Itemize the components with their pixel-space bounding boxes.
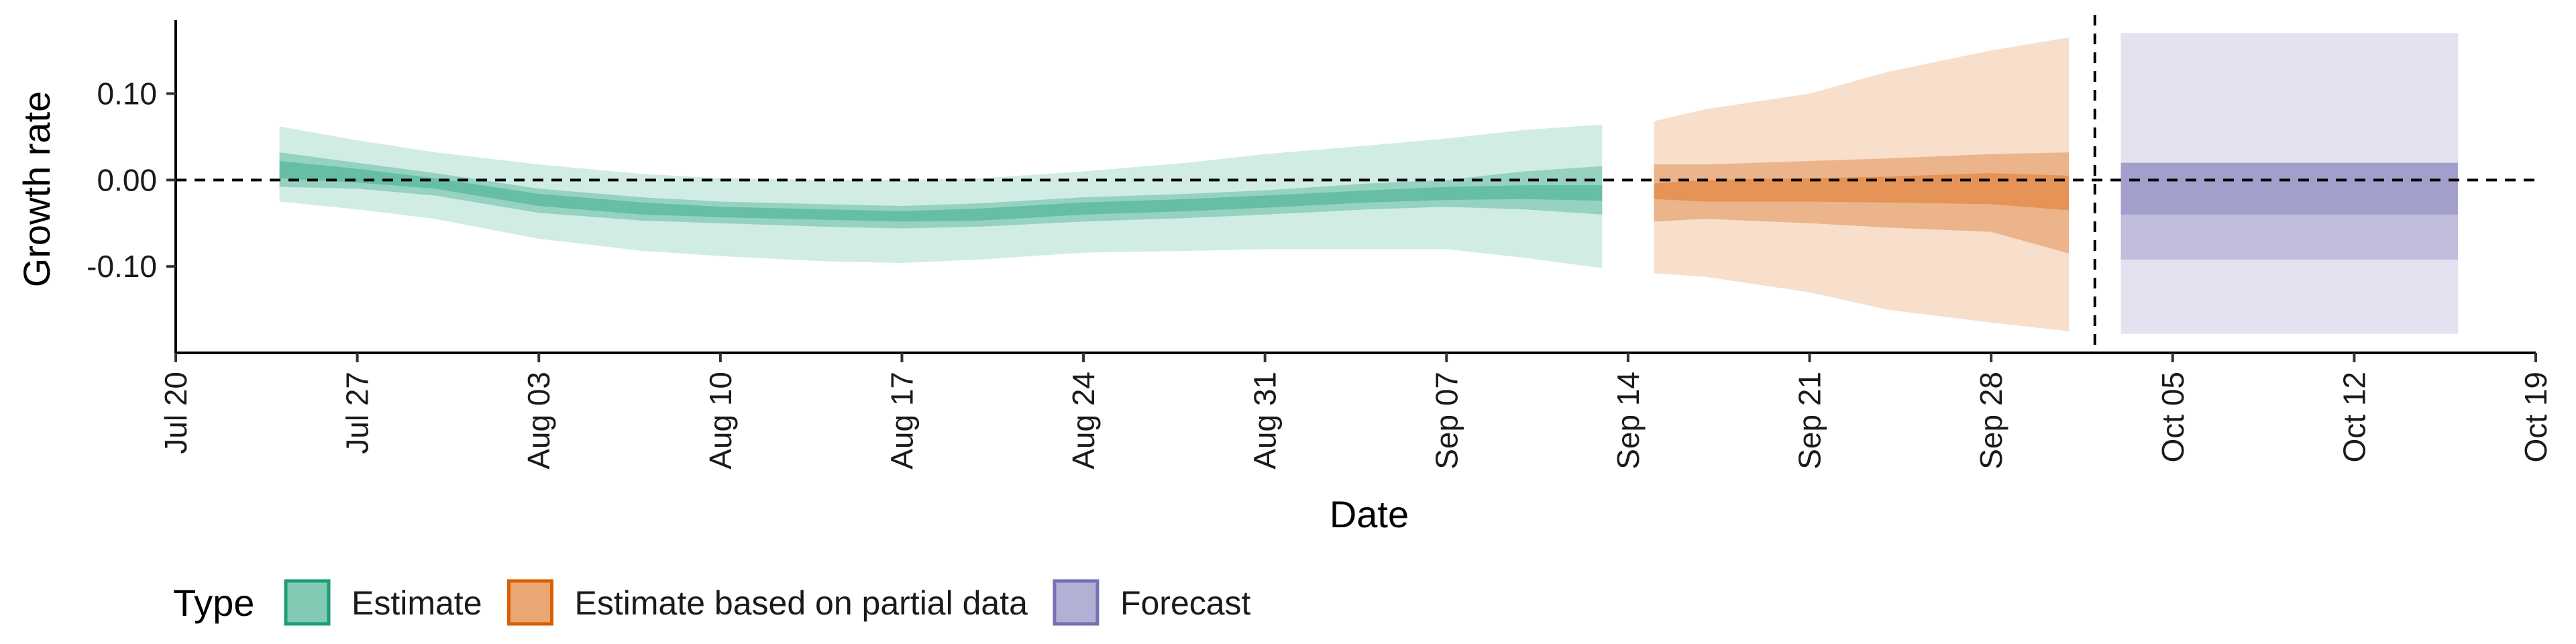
x-tick-label: Sep 28	[1974, 372, 2008, 470]
x-axis-title: Date	[1330, 493, 1409, 535]
ribbon-layer	[279, 33, 2458, 334]
x-tick-label: Sep 14	[1611, 372, 1646, 470]
y-tick-label: 0.10	[97, 76, 157, 111]
x-tick-label: Jul 20	[158, 372, 193, 454]
ribbon-estimate-ci20	[279, 161, 1603, 222]
x-tick-label: Oct 19	[2518, 372, 2553, 463]
x-tick-label: Sep 21	[1792, 372, 1827, 470]
axes: 0.10 0.00 -0.10 Jul 20 Jul 27 Aug 03 Aug 10 Aug…	[87, 20, 2553, 470]
x-tick-label: Oct 05	[2155, 372, 2190, 463]
ribbon-estimate-ci50	[279, 152, 1603, 229]
ribbon-forecast-ci90	[2121, 33, 2458, 334]
x-tick-label: Aug 10	[703, 372, 738, 470]
legend-label-estimate-based-on-partial-data: Estimate based on partial data	[575, 584, 1028, 622]
legend-key-estimate-based-on-partial-data	[507, 579, 554, 626]
ribbon-estimate-based-on-partial-data-ci50	[1654, 152, 2070, 254]
legend-label-forecast: Forecast	[1120, 584, 1251, 622]
reference-lines	[176, 15, 2536, 353]
y-tick-label: -0.10	[87, 249, 157, 284]
ribbon-estimate-based-on-partial-data-ci20	[1654, 173, 2070, 211]
ribbon-forecast-ci50	[2121, 162, 2458, 260]
legend-title: Type	[173, 582, 254, 624]
x-tick-label: Sep 07	[1429, 372, 1464, 470]
x-tick-label: Aug 24	[1066, 372, 1101, 470]
x-tick-label: Aug 17	[885, 372, 920, 470]
ribbon-forecast-ci20	[2121, 162, 2458, 215]
y-axis-title: Growth rate	[15, 91, 58, 288]
x-tick-label: Aug 03	[521, 372, 556, 470]
y-tick-label: 0.00	[97, 162, 157, 197]
x-tick-label: Oct 12	[2337, 372, 2371, 463]
legend-key-estimate	[284, 579, 331, 626]
x-tick-label: Jul 27	[340, 372, 375, 454]
x-tick-label: Aug 31	[1248, 372, 1283, 470]
ribbon-estimate-based-on-partial-data-ci90	[1654, 37, 2070, 331]
legend-key-forecast	[1053, 579, 1099, 626]
legend-label-estimate: Estimate	[352, 584, 482, 622]
legend: Type Estimate Estimate based on partial d…	[173, 579, 1251, 626]
ribbon-estimate-ci90	[279, 124, 1603, 268]
